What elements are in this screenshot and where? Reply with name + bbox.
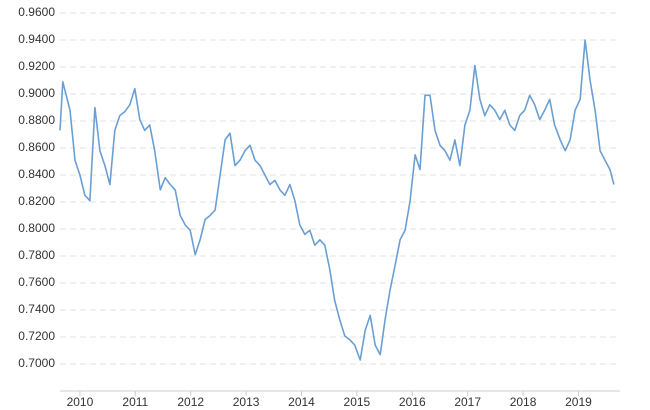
x-tick-label: 2018 (510, 395, 537, 409)
y-tick-label: 0.8200 (18, 194, 55, 208)
y-tick-label: 0.7200 (18, 329, 55, 343)
x-tick-label: 2015 (344, 395, 371, 409)
y-tick-label: 0.7600 (18, 275, 55, 289)
y-tick-label: 0.7400 (18, 302, 55, 316)
x-tick-label: 2016 (399, 395, 426, 409)
y-tick-label: 0.7800 (18, 248, 55, 262)
x-tick-label: 2013 (233, 395, 260, 409)
line-series (59, 39, 615, 361)
y-tick-label: 0.8400 (18, 167, 55, 181)
y-tick-label: 0.8800 (18, 113, 55, 127)
x-tick-label: 2010 (67, 395, 94, 409)
y-tick-label: 0.9400 (18, 32, 55, 46)
y-tick-label: 0.7000 (18, 356, 55, 370)
y-tick-label: 0.9000 (18, 86, 55, 100)
y-tick-label: 0.9200 (18, 59, 55, 73)
y-tick-label: 0.9600 (18, 5, 55, 19)
x-tick-label: 2014 (288, 395, 315, 409)
x-tick-label: 2017 (454, 395, 481, 409)
x-tick-label: 2019 (565, 395, 592, 409)
y-tick-label: 0.8000 (18, 221, 55, 235)
x-tick-label: 2012 (177, 395, 204, 409)
y-tick-label: 0.8600 (18, 140, 55, 154)
x-tick-label: 2011 (122, 395, 148, 409)
